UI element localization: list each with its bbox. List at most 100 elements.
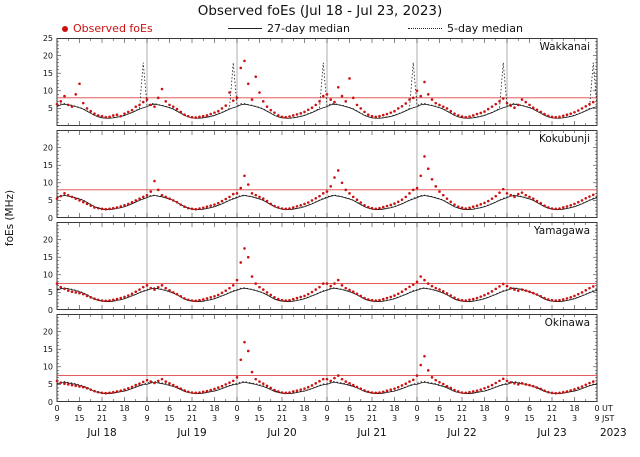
ut-tick: 6 [76, 404, 83, 413]
jst-tick: 15 [434, 414, 445, 423]
svg-text:20: 20 [43, 51, 53, 60]
ut-tick: 12 [186, 404, 198, 413]
jst-tick: 21 [456, 414, 468, 423]
jst-tick: 15 [74, 414, 85, 423]
ut-tick: 6 [526, 404, 533, 413]
panel-kokubunji: 0 5 10 15 20 Kokubunji [0, 130, 640, 223]
jst-tick: 3 [571, 414, 578, 423]
jst-tick: 21 [276, 414, 288, 423]
panel-wakkanai: 5 10 15 20 25 Wakkanai [0, 34, 640, 126]
dotted-line-icon [408, 28, 442, 29]
ut-unit-label: UT [602, 404, 613, 413]
svg-text:0: 0 [48, 306, 53, 315]
jst-tick: 3 [301, 414, 308, 423]
svg-text:15: 15 [43, 161, 53, 170]
svg-text:5: 5 [48, 380, 53, 389]
plot-wakkanai: 5 10 15 20 25 [43, 34, 598, 126]
svg-text:10: 10 [43, 363, 53, 372]
ut-tick: 0 [54, 404, 60, 413]
jst-tick: 9 [54, 414, 60, 423]
panel-yamagawa: 0 5 10 15 20 Yamagawa [0, 222, 640, 315]
ut-tick: 0 [144, 404, 150, 413]
jst-tick: 3 [391, 414, 398, 423]
legend-median27-label: 27-day median [267, 22, 350, 35]
legend-median5-label: 5-day median [447, 22, 523, 35]
svg-text:15: 15 [43, 345, 53, 354]
ut-tick: 18 [479, 404, 490, 413]
ut-tick: 6 [436, 404, 443, 413]
observed-dot-icon [62, 25, 68, 32]
ut-tick: 6 [346, 404, 353, 413]
jst-tick: 15 [164, 414, 175, 423]
ut-tick: 6 [166, 404, 173, 413]
ut-tick: 18 [389, 404, 400, 413]
ut-tick: 12 [546, 404, 558, 413]
station-label: Okinawa [542, 317, 592, 329]
ut-tick: 12 [456, 404, 468, 413]
solid-line-icon [228, 28, 262, 29]
day-label: Jul 19 [177, 427, 207, 439]
svg-text:15: 15 [43, 69, 53, 78]
xaxis-ut-row: UT 0 6 12 18 0 6 12 18 0 6 12 18 0 6 12 18 0 6 12 18 0 6 12 18 0 [0, 404, 640, 414]
ut-tick: 12 [366, 404, 378, 413]
ut-tick: 0 [594, 404, 600, 413]
plot-kokubunji: 0 5 10 15 20 [43, 130, 598, 223]
ut-tick: 0 [234, 404, 240, 413]
day-label: Jul 18 [87, 427, 117, 439]
legend-median5: 5-day median [408, 22, 523, 35]
svg-text:10: 10 [43, 87, 53, 96]
jst-tick: 3 [121, 414, 128, 423]
station-label: Wakkanai [537, 41, 592, 53]
ut-tick: 0 [324, 404, 330, 413]
station-label: Kokubunji [536, 133, 592, 145]
plot-okinawa: 0 5 10 15 20 [43, 314, 598, 407]
svg-text:20: 20 [43, 235, 53, 244]
jst-tick: 9 [504, 414, 510, 423]
plot-yamagawa: 0 5 10 15 20 [43, 222, 598, 315]
svg-text:20: 20 [43, 327, 53, 336]
ut-tick: 12 [96, 404, 108, 413]
svg-text:10: 10 [43, 179, 53, 188]
jst-tick: 15 [254, 414, 265, 423]
day-label-row: 2023 Jul 18 Jul 19 Jul 20 Jul 21 Jul 22 Jul 2… [0, 427, 640, 441]
jst-tick: 21 [96, 414, 108, 423]
jst-tick: 9 [144, 414, 150, 423]
jst-tick: 21 [186, 414, 198, 423]
jst-tick: 15 [524, 414, 535, 423]
day-label: Jul 23 [537, 427, 567, 439]
svg-text:0: 0 [48, 398, 53, 407]
svg-text:20: 20 [43, 143, 53, 152]
legend: Observed foEs 27-day median 5-day median [0, 22, 640, 38]
jst-tick: 9 [414, 414, 420, 423]
ut-tick: 6 [256, 404, 263, 413]
ut-tick: 0 [414, 404, 420, 413]
day-label: Jul 22 [447, 427, 477, 439]
day-label: Jul 20 [267, 427, 297, 439]
ut-tick: 18 [119, 404, 130, 413]
panel-okinawa: 0 5 10 15 20 Okinawa [0, 314, 640, 407]
jst-unit-label: JST [602, 414, 615, 423]
svg-text:0: 0 [48, 214, 53, 223]
day-label: Jul 21 [357, 427, 387, 439]
ut-tick: 18 [299, 404, 310, 413]
legend-median27: 27-day median [228, 22, 350, 35]
svg-text:5: 5 [48, 196, 53, 205]
xaxis-jst-row: JST 9 15 21 3 9 15 21 3 9 15 21 3 9 15 21 3 9 15 21 3 9 15 21 3… [0, 414, 640, 424]
jst-tick: 3 [211, 414, 218, 423]
ut-tick: 18 [209, 404, 220, 413]
svg-text:10: 10 [43, 271, 53, 280]
chart-title: Observed foEs (Jul 18 - Jul 23, 2023) [197, 3, 443, 19]
jst-tick: 9 [234, 414, 240, 423]
jst-tick: 15 [344, 414, 355, 423]
jst-tick: 9 [594, 414, 600, 423]
legend-observed: Observed foEs [62, 22, 153, 35]
ut-tick: 12 [276, 404, 288, 413]
jst-tick: 21 [366, 414, 378, 423]
jst-tick: 9 [324, 414, 330, 423]
jst-tick: 3 [481, 414, 488, 423]
svg-text:5: 5 [48, 288, 53, 297]
jst-tick: 21 [546, 414, 558, 423]
svg-text:15: 15 [43, 253, 53, 262]
ut-tick: 0 [504, 404, 510, 413]
